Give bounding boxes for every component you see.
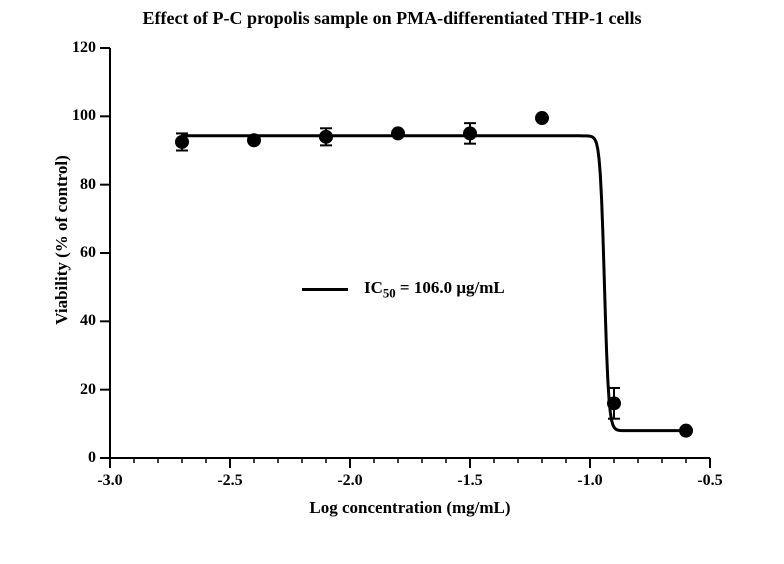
legend-text: IC50 = 106.0 μg/mL (364, 278, 505, 301)
y-tick-label: 60 (80, 244, 96, 262)
y-axis-label: Viability (% of control) (52, 117, 72, 363)
y-tick-label: 40 (80, 312, 96, 330)
x-tick-label: -2.5 (208, 472, 252, 490)
legend-line (302, 288, 348, 291)
x-tick-label: -1.0 (568, 472, 612, 490)
y-tick-label: 20 (80, 381, 96, 399)
plot-area (110, 48, 710, 458)
y-tick-label: 80 (80, 176, 96, 194)
x-axis-label: Log concentration (mg/mL) (110, 498, 710, 518)
x-tick-label: -3.0 (88, 472, 132, 490)
legend: IC50 = 106.0 μg/mL (302, 278, 505, 301)
figure-container: { "title": { "text": "Effect of P-C prop… (0, 0, 784, 564)
chart-title: Effect of P-C propolis sample on PMA-dif… (0, 8, 784, 29)
x-tick-label: -0.5 (688, 472, 732, 490)
x-tick-label: -1.5 (448, 472, 492, 490)
x-tick-label: -2.0 (328, 472, 372, 490)
y-tick-label: 0 (88, 449, 96, 467)
plot-svg (90, 28, 730, 478)
y-tick-label: 120 (72, 39, 96, 57)
y-tick-label: 100 (72, 107, 96, 125)
